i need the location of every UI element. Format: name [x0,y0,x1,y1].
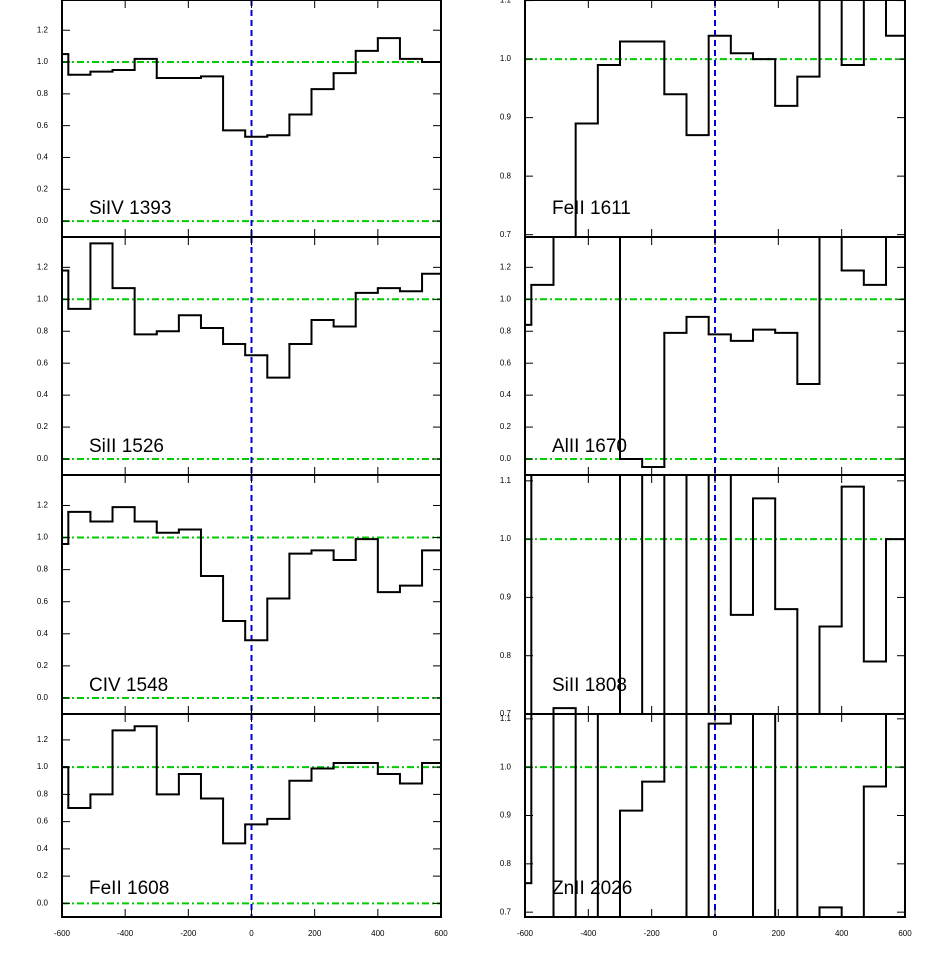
y-tick-label: 1.1 [500,0,512,5]
x-tick-label: 200 [772,929,786,938]
y-tick-label: 1.2 [500,262,512,271]
x-tick-label: -200 [180,929,197,938]
y-tick-label: 1.1 [500,714,512,723]
plot-area [525,714,905,917]
plot-area [62,475,441,714]
y-tick-label: 0.7 [500,230,512,239]
panel-label: SiII 1808 [552,675,627,696]
x-tick-label: -600 [517,929,534,938]
x-tick-label: 600 [898,929,912,938]
y-tick-label: 0.2 [500,422,512,431]
panel-label: FeII 1608 [89,878,169,899]
panel: 0.0 0.2 0.4 0.6 0.8 1.0 1.2 SiII 1526 [37,236,442,476]
y-tick-label: 0.6 [37,597,49,606]
plot-area [62,0,441,237]
y-tick-label: 0.4 [37,390,49,399]
x-tick-label: -600 [54,929,71,938]
y-tick-label: 1.2 [37,735,49,744]
y-tick-label: 1.1 [500,476,512,485]
panel: 0.0 0.2 0.4 0.6 0.8 1.0 1.2 -600 -400 -200 0 200 400… [37,713,448,938]
y-tick-label: 0.8 [37,789,49,798]
y-tick-label: 0.8 [500,326,512,335]
y-tick-label: 0.2 [37,422,49,431]
y-tick-label: 1.0 [500,294,512,303]
x-tick-label: -400 [580,929,597,938]
y-tick-label: 1.0 [37,762,49,771]
y-tick-label: 0.2 [37,871,49,880]
y-tick-label: 0.0 [37,693,49,702]
panel-label: FeII 1611 [552,198,631,219]
y-tick-label: 0.0 [500,454,512,463]
x-tick-label: 0 [713,929,718,938]
plot-area [525,237,905,475]
panel: 0.7 0.8 0.9 1.0 1.1 -600 -400 -200 0 200 400 600 ZnI… [500,713,912,938]
x-tick-label: -400 [117,929,134,938]
x-tick-label: -200 [644,929,661,938]
panel-label: SiII 1526 [89,436,164,457]
y-tick-label: 0.7 [500,907,512,916]
y-tick-label: 0.9 [500,811,512,820]
y-tick-label: 0.8 [37,326,49,335]
panel: 0.0 0.2 0.4 0.6 0.8 1.0 1.2 SiIV 1393 [37,0,442,238]
y-tick-label: 0.8 [37,565,49,574]
y-tick-label: 1.2 [37,501,49,510]
y-tick-label: 0.8 [500,859,512,868]
y-tick-label: 0.0 [37,216,49,225]
y-tick-label: 0.6 [37,817,49,826]
x-tick-label: 400 [835,929,849,938]
plot-area [525,0,905,237]
panel-label: ZnII 2026 [552,878,632,899]
y-tick-label: 0.4 [37,629,49,638]
y-tick-label: 1.0 [500,534,512,543]
y-tick-label: 0.0 [37,454,49,463]
y-tick-label: 0.9 [500,593,512,602]
plot-area [62,714,441,917]
panel-label: SiIV 1393 [89,198,171,219]
y-tick-label: 1.0 [37,294,49,303]
y-tick-label: 0.8 [500,651,512,660]
y-tick-label: 1.2 [37,25,49,34]
x-tick-label: 200 [308,929,322,938]
y-tick-label: 1.2 [37,262,49,271]
y-tick-label: 0.6 [37,121,49,130]
y-tick-label: 0.4 [500,390,512,399]
y-tick-label: 0.6 [37,358,49,367]
y-tick-label: 0.2 [37,661,49,670]
panel-label: CIV 1548 [89,675,168,696]
y-tick-label: 0.2 [37,184,49,193]
y-tick-label: 0.8 [500,171,512,180]
y-tick-label: 1.0 [500,54,512,63]
y-tick-label: 0.4 [37,844,49,853]
y-tick-label: 1.0 [37,533,49,542]
x-tick-label: 400 [371,929,385,938]
panel: 0.0 0.2 0.4 0.6 0.8 1.0 1.2 AlII 1670 [500,236,906,476]
y-tick-label: 1.0 [500,762,512,771]
x-tick-label: 600 [434,929,448,938]
y-tick-label: 0.4 [37,153,49,162]
y-tick-label: 1.0 [37,57,49,66]
y-tick-label: 0.7 [500,709,512,718]
x-tick-label: 0 [249,929,254,938]
y-tick-label: 0.9 [500,113,512,122]
y-tick-label: 0.8 [37,89,49,98]
y-tick-label: 0.0 [37,898,49,907]
panel-label: AlII 1670 [552,436,627,457]
plot-area [62,237,441,475]
y-tick-label: 0.6 [500,358,512,367]
